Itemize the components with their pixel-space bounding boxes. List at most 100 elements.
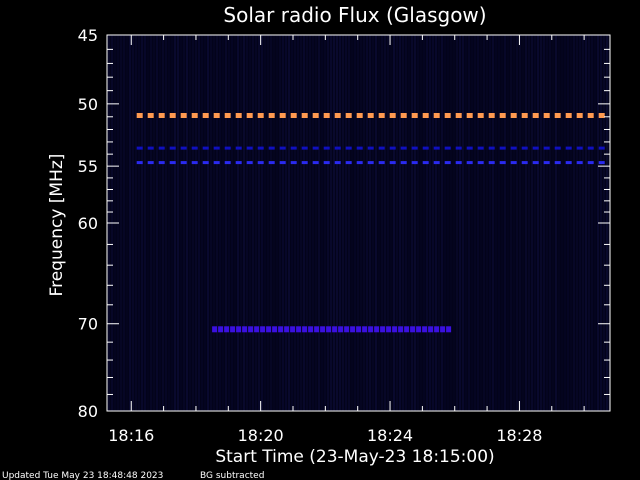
- noise-streak: [438, 35, 440, 411]
- feature-segment: [254, 326, 260, 333]
- noise-streak: [396, 35, 398, 411]
- feature-segment: [242, 326, 248, 333]
- feature-segment: [147, 146, 154, 150]
- feature-segment: [598, 161, 605, 165]
- noise-streak: [342, 35, 344, 411]
- feature-segment: [301, 146, 308, 150]
- y-tick-label: 60: [78, 214, 98, 233]
- noise-streak: [330, 35, 332, 411]
- noise-streak: [204, 35, 206, 411]
- x-tick-label: 18:16: [108, 426, 154, 445]
- noise-streak: [468, 35, 470, 411]
- footer-bg-note: BG subtracted: [200, 471, 264, 480]
- feature-segment: [554, 146, 561, 150]
- noise-streak: [522, 35, 524, 411]
- noise-streak: [360, 35, 362, 411]
- feature-segment: [510, 146, 517, 150]
- feature-segment: [136, 113, 143, 118]
- feature-segment: [158, 146, 165, 150]
- feature-segment: [268, 113, 275, 118]
- feature-segment: [279, 161, 286, 165]
- noise-streak: [540, 35, 542, 411]
- noise-streak: [243, 35, 245, 411]
- noise-streak: [366, 35, 368, 411]
- feature-segment: [290, 161, 297, 165]
- feature-segment: [378, 161, 385, 165]
- feature-segment: [444, 161, 451, 165]
- feature-segment: [356, 161, 363, 165]
- feature-segment: [532, 161, 539, 165]
- noise-streak: [417, 35, 419, 411]
- feature-segment: [392, 326, 398, 333]
- noise-streak: [246, 35, 248, 411]
- plot-background: [107, 35, 610, 411]
- feature-segment: [499, 146, 506, 150]
- feature-segment: [510, 161, 517, 165]
- noise-streak: [531, 35, 533, 411]
- noise-streak: [144, 35, 146, 411]
- noise-streak: [201, 35, 203, 411]
- noise-streak: [339, 35, 341, 411]
- feature-segment: [202, 146, 209, 150]
- feature-segment: [499, 161, 506, 165]
- feature-segment: [169, 113, 176, 118]
- feature-segment: [344, 326, 350, 333]
- x-tick-label: 18:24: [367, 426, 413, 445]
- x-tick-label: 18:28: [496, 426, 542, 445]
- noise-streak: [180, 35, 182, 411]
- feature-segment: [334, 113, 341, 118]
- feature-segment: [308, 326, 314, 333]
- noise-streak: [561, 35, 563, 411]
- noise-streak: [384, 35, 386, 411]
- noise-streak: [594, 35, 596, 411]
- noise-streak: [294, 35, 296, 411]
- feature-segment: [410, 326, 416, 333]
- feature-segment: [587, 113, 594, 118]
- feature-segment: [532, 113, 539, 118]
- x-tick-label: 18:20: [238, 426, 284, 445]
- noise-streak: [501, 35, 503, 411]
- feature-segment: [565, 161, 572, 165]
- noise-streak: [324, 35, 326, 411]
- noise-streak: [141, 35, 143, 411]
- feature-segment: [158, 113, 165, 118]
- noise-streak: [207, 35, 209, 411]
- noise-streak: [186, 35, 188, 411]
- feature-segment: [235, 161, 242, 165]
- noise-streak: [177, 35, 179, 411]
- noise-streak: [234, 35, 236, 411]
- feature-segment: [411, 113, 418, 118]
- feature-segment: [191, 161, 198, 165]
- feature-segment: [400, 113, 407, 118]
- noise-streak: [318, 35, 320, 411]
- noise-streak: [315, 35, 317, 411]
- feature-segment: [499, 113, 506, 118]
- noise-streak: [450, 35, 452, 411]
- feature-segment: [466, 161, 473, 165]
- noise-streak: [345, 35, 347, 411]
- noise-streak: [537, 35, 539, 411]
- noise-streak: [276, 35, 278, 411]
- feature-segment: [400, 161, 407, 165]
- noise-streak: [159, 35, 161, 411]
- feature-segment: [488, 113, 495, 118]
- feature-segment: [444, 113, 451, 118]
- feature-segment: [213, 113, 220, 118]
- feature-segment: [374, 326, 380, 333]
- noise-streak: [435, 35, 437, 411]
- feature-segment: [378, 113, 385, 118]
- noise-streak: [492, 35, 494, 411]
- noise-streak: [264, 35, 266, 411]
- noise-streak: [477, 35, 479, 411]
- noise-streak: [387, 35, 389, 411]
- noise-streak: [174, 35, 176, 411]
- feature-segment: [202, 161, 209, 165]
- noise-streak: [225, 35, 227, 411]
- feature-segment: [272, 326, 278, 333]
- noise-streak: [270, 35, 272, 411]
- feature-segment: [224, 113, 231, 118]
- feature-segment: [554, 161, 561, 165]
- noise-streak: [390, 35, 392, 411]
- feature-segment: [532, 146, 539, 150]
- feature-segment: [356, 113, 363, 118]
